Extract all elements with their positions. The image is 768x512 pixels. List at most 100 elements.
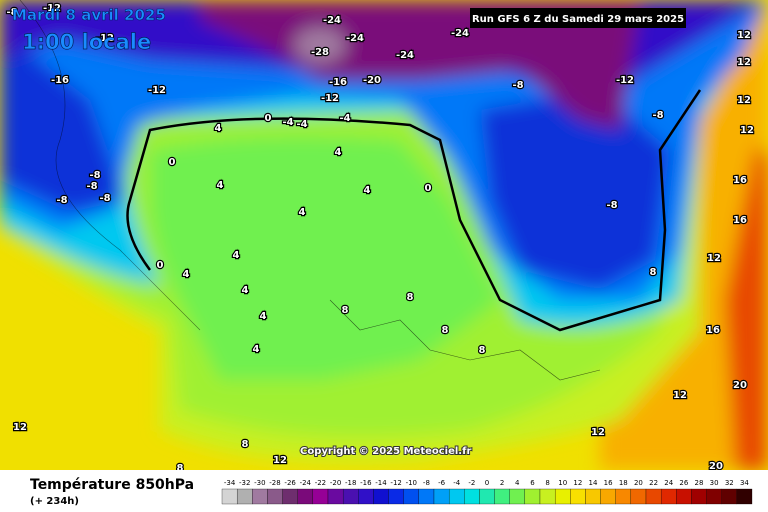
legend-label: -6 bbox=[438, 479, 446, 487]
legend-label: -2 bbox=[468, 479, 475, 487]
contour-label: -24 bbox=[451, 28, 469, 39]
legend-label: 4 bbox=[515, 479, 520, 487]
legend-label: -14 bbox=[375, 479, 387, 487]
contour-label: 12 bbox=[740, 125, 754, 136]
contour-label: 20 bbox=[733, 380, 747, 391]
contour-label: 16 bbox=[733, 175, 747, 186]
contour-label: 12 bbox=[273, 455, 287, 466]
legend-swatch bbox=[418, 488, 435, 505]
contour-label: 4 bbox=[335, 147, 342, 158]
legend-swatch bbox=[221, 488, 238, 505]
legend-label: 26 bbox=[679, 479, 688, 487]
legend-label: -4 bbox=[453, 479, 461, 487]
contour-label: -12 bbox=[616, 75, 634, 86]
legend-swatch bbox=[615, 488, 632, 505]
contour-label: -16 bbox=[329, 77, 347, 88]
legend-swatch bbox=[554, 488, 571, 505]
contour-label: 4 bbox=[242, 285, 249, 296]
contour-label: 8 bbox=[442, 325, 449, 336]
contour-label: 8 bbox=[177, 463, 184, 474]
contour-label: -20 bbox=[363, 75, 381, 86]
legend-swatch bbox=[252, 488, 268, 505]
legend-label: -26 bbox=[284, 479, 296, 487]
legend-swatch bbox=[676, 488, 692, 505]
valid-date: Mardi 8 avril 2025 bbox=[12, 6, 166, 24]
contour-label: 4 bbox=[215, 123, 222, 134]
contour-label: 8 bbox=[479, 345, 486, 356]
contour-label: 4 bbox=[233, 250, 240, 261]
contour-label: 12 bbox=[737, 30, 751, 41]
coastline bbox=[329, 299, 601, 381]
contour-label: 8 bbox=[407, 292, 414, 303]
contour-label: 12 bbox=[737, 57, 751, 68]
valid-time: 1:00 locale bbox=[22, 30, 151, 54]
contour-label: 0 bbox=[157, 260, 164, 271]
legend-swatch bbox=[327, 488, 344, 505]
legend-label: 2 bbox=[500, 479, 504, 487]
legend-swatch bbox=[585, 488, 601, 505]
temperature-field: -8 -12 -12 -16 -12 -24 -24 -28 -24 -24 -16 -20 -12 -8… bbox=[0, 0, 768, 474]
legend-swatch bbox=[706, 488, 722, 505]
contour-label: 12 bbox=[591, 427, 605, 438]
contour-label: -8 bbox=[56, 195, 67, 206]
contour-label: 4 bbox=[183, 269, 190, 280]
contour-label: 12 bbox=[707, 253, 721, 264]
contour-label: 0 bbox=[265, 113, 272, 124]
legend-swatch bbox=[373, 488, 389, 505]
legend-label: -30 bbox=[254, 479, 265, 487]
legend-swatch bbox=[600, 488, 616, 505]
footer-title: Température 850hPa bbox=[30, 477, 194, 493]
isotherm bbox=[19, 0, 201, 331]
legend-swatch bbox=[464, 488, 480, 505]
legend-label: -16 bbox=[360, 479, 372, 487]
legend-label: 10 bbox=[558, 479, 567, 487]
contour-label: 12 bbox=[673, 390, 687, 401]
legend-label: -10 bbox=[406, 479, 417, 487]
legend-swatch bbox=[297, 488, 314, 505]
run-box bbox=[470, 8, 686, 28]
contour-label: 4 bbox=[217, 180, 224, 191]
legend-label: 34 bbox=[740, 479, 749, 487]
legend-label: 6 bbox=[530, 479, 535, 487]
legend-swatch bbox=[494, 488, 510, 505]
contour-label: 12 bbox=[737, 95, 751, 106]
contour-label: -8 bbox=[99, 193, 110, 204]
legend-label: 18 bbox=[619, 479, 628, 487]
legend-label: -18 bbox=[345, 479, 356, 487]
contour-label: 20 bbox=[709, 461, 723, 472]
legend-swatch bbox=[645, 488, 662, 505]
legend-label: 16 bbox=[604, 479, 613, 487]
contour-label: 0 bbox=[169, 157, 176, 168]
legend-label: 30 bbox=[710, 479, 719, 487]
contour-label: -24 bbox=[396, 50, 414, 61]
legend-label: 22 bbox=[649, 479, 658, 487]
contour-label: 16 bbox=[706, 325, 720, 336]
contour-label: 4 bbox=[299, 207, 306, 218]
legend-label: -28 bbox=[269, 479, 280, 487]
legend-swatch bbox=[524, 488, 541, 505]
legend-label: 0 bbox=[485, 479, 489, 487]
legend-label: 14 bbox=[589, 479, 598, 487]
contour-label: -24 bbox=[323, 15, 341, 26]
contour-label: -8 bbox=[512, 80, 523, 91]
contour-label: -4 bbox=[339, 113, 350, 124]
legend-swatch bbox=[312, 488, 329, 505]
contour-label: -12 bbox=[321, 93, 339, 104]
contour-label: -8 bbox=[652, 110, 663, 121]
contour-label: 4 bbox=[364, 185, 371, 196]
contour-label: 4 bbox=[253, 344, 260, 355]
legend-swatch bbox=[282, 488, 298, 505]
zero-isotherm bbox=[126, 89, 702, 332]
contour-label: 8 bbox=[342, 305, 349, 316]
contour-label: 8 bbox=[650, 267, 657, 278]
legend-swatch bbox=[479, 488, 495, 505]
run-info: Run GFS 6 Z du Samedi 29 mars 2025 bbox=[472, 14, 684, 25]
contour-label: 0 bbox=[425, 183, 432, 194]
legend-label: -34 bbox=[224, 479, 236, 487]
legend-label: 8 bbox=[545, 479, 549, 487]
legend-swatch bbox=[660, 488, 677, 505]
contour-label: -8 bbox=[606, 200, 617, 211]
copyright: Copyright © 2025 Meteociel.fr bbox=[300, 446, 471, 457]
contour-label: 16 bbox=[733, 215, 747, 226]
